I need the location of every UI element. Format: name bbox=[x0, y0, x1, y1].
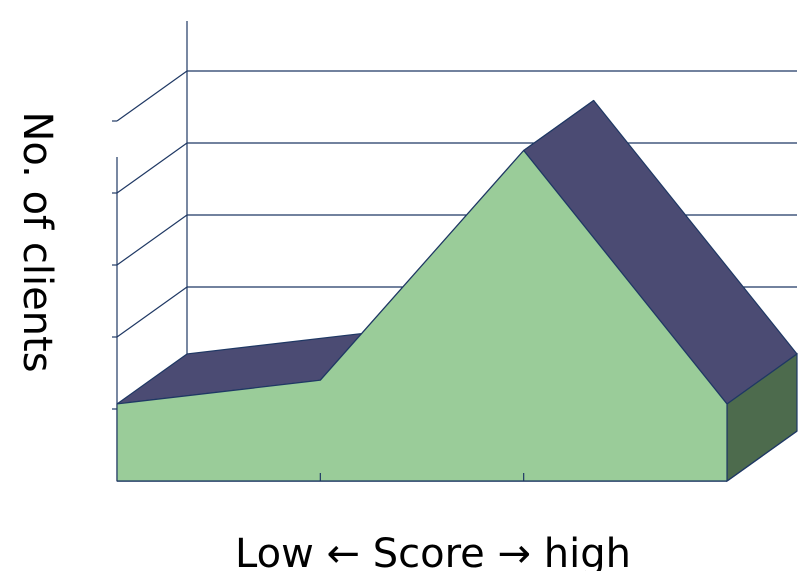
gridline-side-2 bbox=[116, 286, 188, 338]
gridline-side-4 bbox=[116, 142, 188, 194]
area-front-face bbox=[116, 149, 728, 482]
gridline-side-5 bbox=[116, 70, 188, 122]
x-axis-ticks bbox=[319, 473, 525, 481]
area-front-polygon bbox=[116, 149, 728, 482]
y-axis-label: No. of clients bbox=[14, 111, 60, 372]
gridline-side-3 bbox=[116, 214, 188, 266]
x-axis-label: Low ← Score → high bbox=[235, 531, 631, 571]
